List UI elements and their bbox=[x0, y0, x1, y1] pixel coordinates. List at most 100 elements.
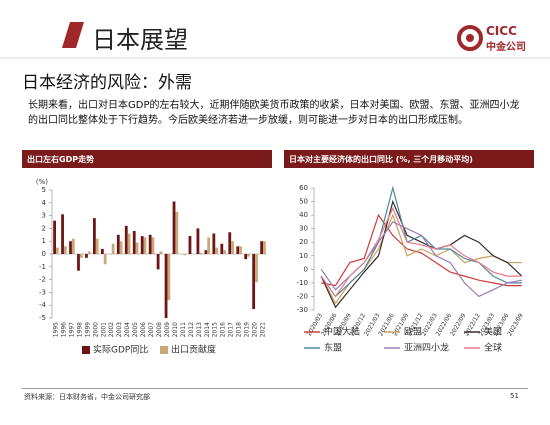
bar bbox=[103, 254, 107, 265]
bar bbox=[215, 247, 219, 254]
chart-title: 出口左右GDP走势 bbox=[27, 154, 94, 164]
bar bbox=[183, 254, 187, 256]
x-tick-label: 2009 bbox=[164, 322, 171, 337]
y-tick-label: -2 bbox=[39, 276, 46, 284]
bar bbox=[263, 241, 266, 254]
bar bbox=[228, 232, 232, 254]
header-graphics bbox=[0, 22, 550, 59]
chart-title-bar bbox=[284, 150, 534, 168]
x-tick-label: 2015 bbox=[212, 322, 219, 337]
x-tick-label: 2006 bbox=[140, 322, 147, 337]
header-icon bbox=[62, 22, 84, 48]
bar bbox=[159, 251, 163, 254]
logo-dot bbox=[466, 34, 474, 42]
x-tick-label: 2007 bbox=[148, 322, 155, 337]
y-tick-label: 30 bbox=[299, 225, 308, 233]
bar bbox=[167, 254, 171, 301]
footer-source: 资料来源：日本财务省，中金公司研究部 bbox=[24, 393, 150, 401]
y-tick-label: -3 bbox=[39, 288, 46, 296]
bar bbox=[175, 211, 179, 254]
y-tick-label: 20 bbox=[299, 238, 308, 246]
x-tick-label: 2018 bbox=[236, 322, 243, 337]
x-tick-label: 2001 bbox=[100, 322, 107, 337]
bar bbox=[53, 220, 56, 254]
x-tick-label: 2012 bbox=[188, 322, 195, 337]
bar bbox=[61, 214, 64, 254]
bar bbox=[255, 254, 258, 283]
y-tick-label: 4 bbox=[42, 199, 47, 207]
footer-rule bbox=[22, 388, 528, 389]
bar bbox=[244, 254, 248, 260]
bar bbox=[71, 238, 75, 254]
bar bbox=[135, 242, 139, 254]
bar bbox=[85, 254, 88, 258]
legend-label: 实际GDP同比 bbox=[93, 344, 148, 356]
legend-label: 东盟 bbox=[324, 342, 342, 354]
y-tick-label: 0 bbox=[42, 250, 46, 258]
x-tick-label: 2011 bbox=[180, 322, 187, 337]
bar bbox=[212, 233, 216, 254]
bar bbox=[236, 246, 240, 254]
y-tick-label: 10 bbox=[299, 252, 308, 260]
bar bbox=[156, 254, 160, 270]
bar bbox=[119, 241, 123, 254]
x-tick-label: 2005 bbox=[132, 322, 139, 337]
bar bbox=[252, 254, 256, 310]
x-tick-label: 2004 bbox=[124, 322, 131, 337]
legend-label: 欧盟 bbox=[404, 326, 422, 338]
bar bbox=[164, 254, 168, 318]
x-tick-label: 2019 bbox=[244, 322, 251, 337]
y-tick-label: -20 bbox=[297, 292, 308, 300]
x-tick-label: 1999 bbox=[84, 322, 91, 337]
bar bbox=[111, 243, 115, 254]
x-tick-label: 2014 bbox=[204, 322, 211, 337]
bar bbox=[188, 236, 192, 254]
chart-title-bar bbox=[22, 150, 272, 168]
logo-subtext: 中金公司 bbox=[486, 42, 526, 53]
line-series bbox=[320, 221, 522, 298]
legend-swatch bbox=[160, 346, 168, 354]
logo-mark bbox=[457, 25, 483, 51]
x-tick-label: 2008 bbox=[156, 322, 163, 337]
paragraph: 长期来看，出口对日本GDP的左右较大，近期伴随欧美货币政策的收紧，日本对美国、欧… bbox=[28, 100, 520, 126]
bar bbox=[148, 234, 152, 254]
bar bbox=[79, 254, 83, 258]
bar bbox=[93, 218, 96, 254]
bar bbox=[204, 250, 208, 254]
bar bbox=[132, 230, 136, 254]
line-series bbox=[320, 199, 523, 309]
line-series bbox=[321, 213, 522, 287]
x-tick-label: 2003 bbox=[116, 322, 123, 337]
y-tick-label: -1 bbox=[39, 263, 46, 271]
x-tick-label: 2002 bbox=[108, 322, 115, 337]
y-tick-label: -30 bbox=[297, 306, 308, 314]
x-tick-label: 1995 bbox=[52, 322, 59, 337]
legend-label: 中国大陆 bbox=[324, 326, 360, 338]
bar bbox=[151, 237, 155, 254]
bar bbox=[116, 234, 120, 254]
y-tick-label: 60 bbox=[299, 184, 308, 192]
y-tick-label: -4 bbox=[39, 301, 47, 309]
y-tick-label: -5 bbox=[39, 314, 46, 322]
bar bbox=[196, 228, 200, 254]
logo-text: CICC bbox=[486, 24, 517, 38]
bar bbox=[127, 233, 131, 254]
y-tick-label: 50 bbox=[299, 198, 308, 206]
chart: 出口左右GDP走势 (%) -5 -4 -3 -2 -1 0 1 2 3 4 5 1995 1996 1997… bbox=[22, 150, 272, 356]
y-tick-label: 2 bbox=[42, 224, 46, 232]
header-title: 日本展望 bbox=[92, 26, 188, 54]
legend-label: 出口贡献度 bbox=[171, 344, 216, 356]
x-tick-label: 1996 bbox=[60, 322, 67, 337]
bar bbox=[247, 254, 250, 257]
bar bbox=[199, 252, 203, 254]
bar bbox=[143, 237, 147, 254]
y-axis-label: (%) bbox=[36, 178, 48, 186]
bar bbox=[63, 246, 67, 254]
bar bbox=[172, 201, 176, 254]
x-tick-label: 2017 bbox=[228, 322, 235, 337]
legend-label: 亚洲四小龙 bbox=[404, 342, 449, 354]
chart: 日本对主要经济体的出口同比 (%, 三个月移动平均) -30 -20 -10 0 10 20… bbox=[284, 150, 534, 354]
subtitle: 日本经济的风险：外需 bbox=[22, 73, 192, 93]
bar bbox=[69, 241, 72, 254]
y-tick-label: 0 bbox=[304, 265, 308, 273]
